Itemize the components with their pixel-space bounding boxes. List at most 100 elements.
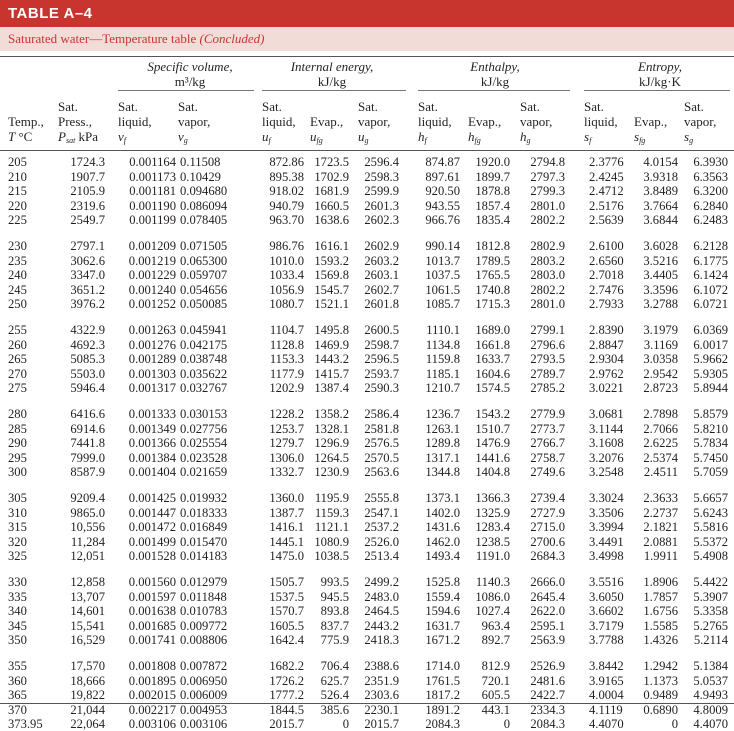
table-cell: 5.9662 — [693, 352, 728, 367]
table-cell: 2596.4 — [364, 155, 399, 169]
table-cell: 6.2128 — [693, 239, 728, 253]
table-cell: 2563.9 — [530, 633, 565, 648]
table-cell: 0.001190 — [129, 198, 176, 213]
table-cell: 2700.6 — [530, 534, 565, 549]
table-cell: 2015.7 — [269, 717, 304, 731]
table-cell: 1475.0 — [269, 549, 304, 564]
table-cell: 0.071505 — [180, 239, 228, 253]
table-cell: 3.7179 — [589, 618, 624, 633]
table-cell: 3.0221 — [589, 381, 624, 396]
table-cell: 330 — [8, 575, 27, 589]
table-cell: 2015.7 — [364, 717, 399, 731]
table-cell: 3.3024 — [589, 491, 624, 505]
table-cell: 0.042175 — [180, 337, 228, 352]
table-cell: 1.7857 — [643, 589, 678, 604]
table-cell: 1325.9 — [475, 505, 510, 520]
table-cell: 1080.7 — [269, 297, 304, 312]
table-cell: 1134.8 — [425, 337, 460, 352]
table-cell: 720.1 — [481, 673, 510, 688]
table-cell: 1476.9 — [475, 436, 510, 451]
table-cell: 5.8210 — [693, 421, 728, 436]
table-cell: 1306.0 — [269, 450, 304, 465]
table-cell: 3.7788 — [589, 633, 624, 648]
table-cell: 6.0017 — [693, 337, 728, 352]
table-cell: 895.38 — [269, 169, 304, 184]
table-cell: 0.003106 — [128, 717, 176, 731]
table-cell: 5.3907 — [693, 589, 728, 604]
table-cell: 5.2765 — [693, 618, 728, 633]
table-cell: 2684.3 — [530, 549, 565, 564]
table-cell: 2789.7 — [530, 366, 565, 381]
table-cell: 275 — [8, 381, 27, 396]
table-cell: 2797.1 — [70, 239, 105, 253]
table-cell: 1569.8 — [314, 268, 349, 283]
table-cell: 3.7664 — [643, 198, 678, 213]
table-cell: 0.001895 — [128, 673, 176, 688]
table-cell: 775.9 — [320, 633, 349, 648]
table-cell: 2803.0 — [530, 268, 565, 283]
table-cell: 3062.6 — [70, 253, 105, 268]
table-cell: 920.50 — [425, 184, 460, 199]
table-cell: 2.7066 — [643, 421, 678, 436]
table-cell: 215 — [8, 184, 27, 199]
table-cell: 0.001638 — [128, 604, 176, 619]
table-cell: 3.1608 — [589, 436, 624, 451]
table-cell: 0.050085 — [180, 297, 228, 312]
table-cell: 0.001447 — [128, 505, 176, 520]
table-cell: 0.001685 — [128, 618, 176, 633]
table-cell: 1085.7 — [425, 297, 460, 312]
table-cell: 2.2737 — [643, 505, 678, 520]
table-title: TABLE A–4 — [0, 0, 734, 27]
table-cell: 2773.7 — [530, 421, 565, 436]
table-cell: 1761.5 — [425, 673, 460, 688]
table-cell: 1.8906 — [643, 575, 678, 589]
table-row: 205 1724.3 0.001164 0.11508 872.86 1723.5 2596… — [0, 155, 734, 169]
table-cell: 0.025554 — [180, 436, 228, 451]
table-cell: 5.5816 — [693, 520, 728, 535]
table-cell: 526.4 — [320, 688, 349, 703]
table-cell: 310 — [8, 505, 27, 520]
table-cell: 12,051 — [70, 549, 105, 564]
table-cell: 1631.7 — [425, 618, 460, 633]
table-cell: 1495.8 — [314, 323, 349, 337]
table-cell: 1253.7 — [269, 421, 304, 436]
table-row: 373.95 22,064 0.003106 0.003106 2015.7 0 2015.… — [0, 717, 734, 731]
table-cell: 1.1373 — [643, 673, 678, 688]
table-cell: 1594.6 — [425, 604, 460, 619]
table-row: 235 3062.6 0.001219 0.065300 1010.0 1593.2 260… — [0, 254, 734, 268]
table-cell: 1671.2 — [425, 633, 460, 648]
table-cell: 350 — [8, 633, 27, 648]
table-cell: 2303.6 — [364, 688, 399, 703]
table-cell: 1.9911 — [643, 549, 678, 564]
table-cell: 6416.6 — [70, 407, 105, 421]
table-cell: 6.3563 — [693, 169, 728, 184]
table-cell: 874.87 — [425, 155, 460, 169]
table-cell: 892.7 — [481, 633, 510, 648]
table-row: 230 2797.1 0.001209 0.071505 986.76 1616.1 260… — [0, 239, 734, 253]
table-cell: 1027.4 — [475, 604, 510, 619]
table-row: 290 7441.8 0.001366 0.025554 1279.7 1296.9 257… — [0, 436, 734, 450]
table-cell: 5.1384 — [693, 659, 728, 673]
table-cell: 1469.9 — [314, 337, 349, 352]
table-cell: 0.001219 — [128, 253, 176, 268]
header-top-rule — [0, 56, 734, 57]
table-cell: 1431.6 — [425, 520, 460, 535]
table-cell: 2601.8 — [364, 297, 399, 312]
table-cell: 1230.9 — [314, 465, 349, 480]
table-cell: 2739.4 — [530, 491, 565, 505]
table-cell: 2596.5 — [364, 352, 399, 367]
group-rule-enthalpy — [418, 90, 570, 91]
table-cell: 11,284 — [70, 534, 105, 549]
table-cell: 1159.8 — [425, 352, 460, 367]
table-cell: 245 — [8, 282, 27, 297]
header-bottom-rule — [0, 150, 734, 151]
table-cell: 0.065300 — [180, 253, 228, 268]
table-cell: 1510.7 — [475, 421, 510, 436]
table-row: 315 10,556 0.001472 0.016849 1416.1 1121.1 253… — [0, 520, 734, 534]
table-row: 240 3347.0 0.001229 0.059707 1033.4 1569.8 260… — [0, 268, 734, 282]
table-cell: 1228.2 — [269, 407, 304, 421]
col-symbol-7: hf — [418, 129, 427, 145]
table-cell: 2801.0 — [530, 297, 565, 312]
col-symbol-9: hg — [520, 129, 531, 145]
table-cell: 1543.2 — [475, 407, 510, 421]
